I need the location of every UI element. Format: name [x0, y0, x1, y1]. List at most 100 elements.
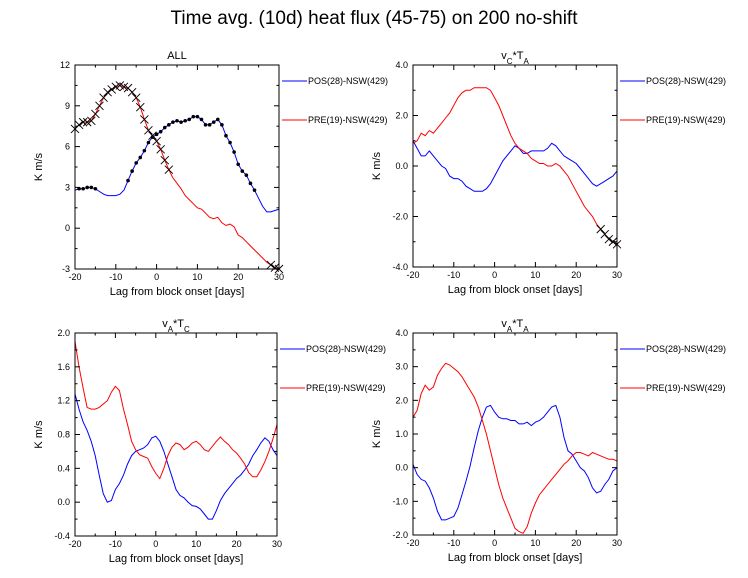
- series-marker-dot: [220, 123, 224, 127]
- legend-label-2: PRE(19)-NSW(429): [646, 383, 726, 393]
- y-tick-label: 1.6: [57, 362, 70, 372]
- panel-title-part: ALL: [167, 50, 187, 62]
- panel-title-part: *T: [512, 318, 523, 330]
- panel-title-part: v: [501, 50, 507, 62]
- x-tick-label: 20: [233, 272, 243, 282]
- series-marker-dot: [134, 161, 138, 165]
- y-tick-label: -2.0: [392, 530, 408, 540]
- chart-panel-4: -20 -10 0 10 20 30 -2.0 -1.0 0.0 1.0 2.0 3.0 4.0 Lag …: [371, 318, 726, 564]
- series-marker-x: [95, 101, 104, 111]
- series-line-2: [75, 341, 277, 480]
- series-line-1: [75, 393, 277, 520]
- series-marker-x: [604, 234, 614, 244]
- legend-label-1: POS(28)-NSW(429): [646, 344, 726, 354]
- series-marker-dot: [232, 150, 236, 154]
- series-marker-dot: [211, 120, 216, 124]
- y-tick-label: 2.0: [395, 111, 408, 121]
- y-tick-label: 0.0: [395, 463, 408, 473]
- series-marker-x: [107, 85, 117, 94]
- legend-label-1: POS(28)-NSW(429): [306, 344, 386, 354]
- series-marker-dot: [175, 118, 179, 123]
- y-tick-label: 0.0: [395, 161, 408, 171]
- x-tick-label: 20: [571, 270, 581, 280]
- series-marker-dot: [167, 123, 171, 127]
- y-axis-label: K m/s: [371, 419, 383, 448]
- chart-panel-2: -20 -10 0 10 20 30 -4.0 -2.0 0.0 2.0 4.0 Lag from b…: [371, 50, 726, 296]
- panel-title-subscript: A: [507, 325, 513, 334]
- series-line-1: [75, 116, 279, 213]
- series-marker-dot: [183, 118, 187, 123]
- series-marker-x: [164, 165, 174, 175]
- x-tick-label: 0: [492, 538, 497, 548]
- y-tick-label: 6: [65, 142, 70, 152]
- panel-title-subscript: C: [184, 325, 190, 334]
- series-marker-dot: [228, 140, 232, 145]
- series-marker-dot: [138, 155, 143, 160]
- x-tick-label: -20: [68, 539, 81, 549]
- series-marker-dot: [171, 120, 175, 124]
- legend-label-2: PRE(19)-NSW(429): [308, 115, 388, 125]
- series-marker-dot: [89, 185, 94, 190]
- series-marker-dot: [207, 123, 212, 127]
- series-marker-dot: [130, 169, 134, 173]
- series-marker-x: [160, 155, 170, 165]
- series-marker-x: [608, 237, 618, 247]
- series-marker-dot: [126, 178, 130, 183]
- x-tick-label: 10: [191, 539, 201, 549]
- series-marker-dot: [195, 114, 200, 119]
- series-marker-x: [140, 115, 149, 124]
- x-axis-label: Lag from block onset [days]: [448, 284, 583, 296]
- plot-frame: [412, 64, 618, 268]
- series-marker-x: [156, 145, 165, 154]
- x-axis-label: Lag from block onset [days]: [109, 553, 244, 565]
- x-tick-label: 10: [192, 272, 202, 282]
- x-tick-label: 30: [612, 270, 622, 280]
- x-tick-label: 0: [154, 272, 159, 282]
- y-tick-label: 4.0: [395, 328, 408, 338]
- plot-frame: [412, 332, 618, 536]
- series-marker-x: [91, 109, 100, 119]
- y-tick-label: 0.8: [57, 430, 70, 440]
- y-tick-label: 2.0: [57, 328, 70, 338]
- y-tick-label: 0: [65, 223, 70, 233]
- x-tick-label: 30: [272, 539, 282, 549]
- series-marker-dot: [199, 117, 204, 122]
- series-line-2: [75, 84, 279, 269]
- panel-title-part: v: [501, 318, 507, 330]
- series-marker-dot: [162, 125, 167, 130]
- series-line-2: [413, 87, 617, 245]
- x-tick-label: -20: [406, 538, 419, 548]
- panel-title-subscript: A: [168, 325, 174, 334]
- legend-label-1: POS(28)-NSW(429): [308, 76, 388, 86]
- x-axis-label: Lag from block onset [days]: [448, 552, 583, 564]
- x-tick-label: -10: [447, 270, 460, 280]
- series-marker-x: [596, 224, 605, 234]
- series-marker-dot: [158, 129, 163, 134]
- series-marker-dot: [252, 188, 257, 192]
- panel-title-subscript: C: [507, 57, 513, 66]
- series-marker-x: [131, 93, 141, 102]
- series-marker-x: [600, 229, 610, 239]
- series-marker-dot: [142, 148, 147, 153]
- x-tick-label: 10: [530, 270, 540, 280]
- x-tick-label: 30: [612, 538, 622, 548]
- x-tick-label: 0: [153, 539, 158, 549]
- figure-title: Time avg. (10d) heat flux (45-75) on 200…: [170, 8, 578, 29]
- series-marker-dot: [244, 173, 249, 177]
- series-marker-dot: [248, 181, 253, 186]
- series-marker-dot: [146, 140, 151, 145]
- panel-title: ALL: [167, 50, 187, 62]
- y-tick-label: 2.0: [395, 395, 408, 405]
- series-marker-dot: [203, 123, 208, 127]
- series-line-1: [413, 404, 617, 521]
- series-marker-dot: [236, 162, 240, 167]
- series-marker-x: [144, 125, 153, 135]
- series-marker-x: [148, 131, 157, 141]
- x-tick-label: 20: [571, 538, 581, 548]
- y-tick-label: -2.0: [392, 212, 408, 222]
- series-marker-x: [266, 260, 276, 270]
- series-marker-x: [87, 116, 96, 126]
- series-marker-dot: [179, 120, 183, 124]
- panel-title: vC*TA: [501, 50, 529, 66]
